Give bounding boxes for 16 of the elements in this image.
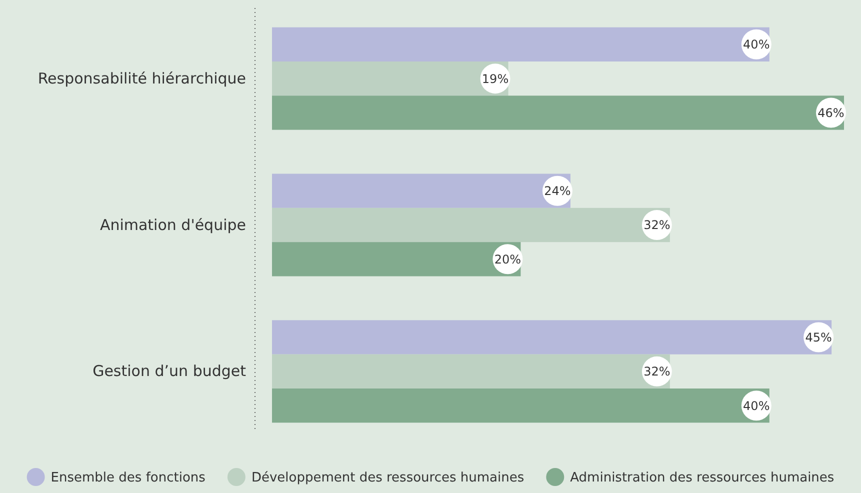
data-label: 20% xyxy=(494,252,522,266)
legend-label: Ensemble des fonctions xyxy=(50,470,206,486)
bar xyxy=(272,320,832,354)
data-label: 40% xyxy=(743,398,770,413)
y-tick-label: Animation d'équipe xyxy=(100,216,246,234)
data-label: 45% xyxy=(805,330,832,344)
y-tick-label: Responsabilité hiérarchique xyxy=(38,69,246,88)
data-label: 19% xyxy=(482,72,509,86)
legend-label: Administration des ressources humaines xyxy=(570,470,834,486)
y-tick-label: Gestion d’un budget xyxy=(92,362,246,380)
data-label: 40% xyxy=(743,38,770,52)
data-label: 46% xyxy=(818,106,844,120)
data-label: 24% xyxy=(544,184,571,198)
data-label: 32% xyxy=(644,364,670,379)
legend-label: Développement des ressources humaines xyxy=(251,470,524,486)
data-label: 32% xyxy=(644,218,670,232)
